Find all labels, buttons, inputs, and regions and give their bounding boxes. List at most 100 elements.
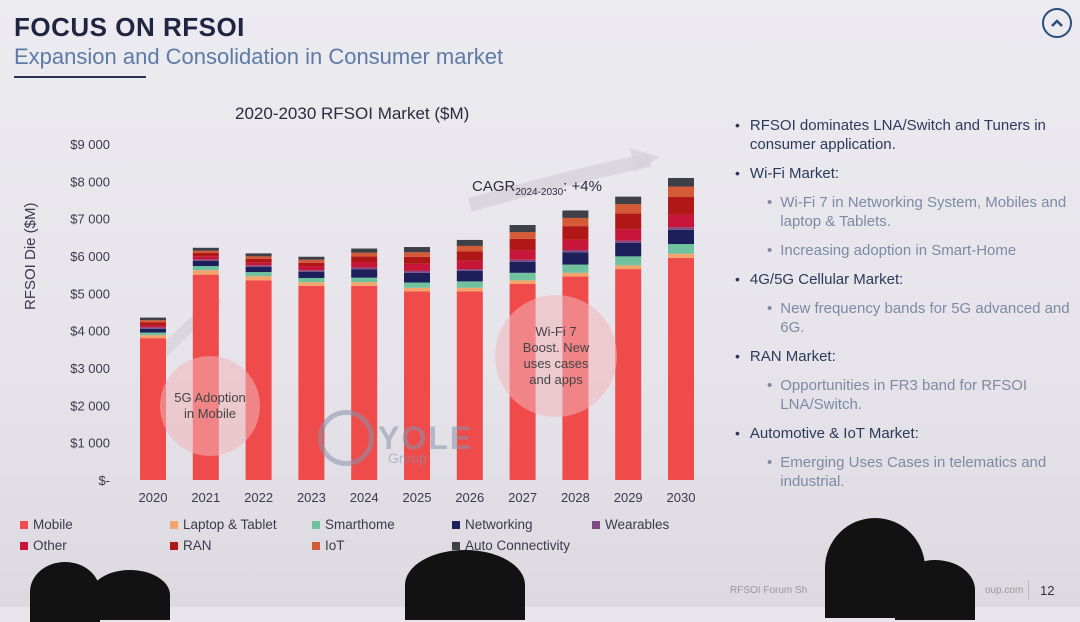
bar-segment-wearables bbox=[298, 270, 325, 272]
legend-swatch bbox=[170, 541, 178, 550]
bar-segment-laptop-tablet bbox=[404, 287, 430, 292]
sub-bullet-text: Opportunities in FR3 band for RFSOI LNA/… bbox=[780, 377, 1028, 413]
stacked-bar-chart: $- $1 000 $2 000 $3 000 $4 000 $5 000 $6 000 $7… bbox=[70, 137, 696, 505]
y-tick-label: $5 000 bbox=[70, 286, 110, 301]
bar-segment-wearables bbox=[404, 270, 430, 273]
y-tick-label: $2 000 bbox=[70, 398, 110, 413]
bar-segment-iot bbox=[668, 186, 694, 198]
bar-segment-auto-connectivity bbox=[509, 225, 536, 233]
y-tick-label: $8 000 bbox=[70, 174, 110, 189]
bullet-item: • Wi-Fi Market: bbox=[735, 164, 1070, 183]
bar-segment-laptop-tablet bbox=[245, 276, 272, 281]
footer-text: RFSOI Forum Sh bbox=[730, 585, 808, 596]
legend-label: Other bbox=[33, 538, 67, 553]
bar-segment-networking bbox=[351, 269, 378, 278]
bar-segment-ran bbox=[509, 238, 536, 251]
bar-segment-networking bbox=[562, 252, 589, 265]
bar-segment-mobile bbox=[668, 257, 694, 480]
bar-segment-wearables bbox=[562, 250, 589, 253]
bullet-text: 4G/5G Cellular Market: bbox=[749, 271, 904, 288]
y-tick-label: $4 000 bbox=[70, 324, 110, 339]
bar-segment-auto-connectivity bbox=[615, 196, 642, 205]
bar-segment-smarthome bbox=[456, 281, 483, 288]
legend-item: Smarthome bbox=[312, 517, 452, 532]
bar-segment-auto-connectivity bbox=[456, 239, 483, 246]
legend-item: IoT bbox=[312, 538, 452, 553]
bar-segment-smarthome bbox=[298, 278, 325, 283]
sub-bullet-item: • Opportunities in FR3 band for RFSOI LNA… bbox=[767, 376, 1070, 414]
bullet-item: • Automotive & IoT Market: bbox=[735, 424, 1070, 443]
bar-segment-ran bbox=[192, 253, 219, 257]
slide-subtitle: Expansion and Consolidation in Consumer … bbox=[14, 44, 504, 69]
sub-bullet-text: Emerging Uses Cases in telematics and in… bbox=[780, 454, 1047, 490]
bullet-list: • RFSOI dominates LNA/Switch and Tuners i… bbox=[735, 116, 1070, 501]
legend-item: RAN bbox=[170, 538, 312, 553]
legend-label: Auto Connectivity bbox=[465, 538, 571, 553]
chart-title: 2020-2030 RFSOI Market ($M) bbox=[235, 104, 470, 123]
y-tick-label: $3 000 bbox=[70, 361, 110, 376]
legend-item: Auto Connectivity bbox=[452, 538, 592, 553]
bar-segment-other bbox=[615, 229, 642, 241]
bar-segment-auto-connectivity bbox=[245, 253, 272, 257]
legend-swatch bbox=[20, 520, 28, 529]
5g-adoption-text: 5G Adoption in Mobile bbox=[174, 390, 246, 421]
bar-segment-auto-connectivity bbox=[562, 210, 589, 218]
bar-segment-networking bbox=[245, 266, 272, 273]
bar-segment-networking bbox=[404, 272, 430, 283]
bar-segment-wearables bbox=[351, 267, 378, 270]
bullet-item: • RFSOI dominates LNA/Switch and Tuners i… bbox=[735, 116, 1070, 154]
x-tick-label: 2025 bbox=[403, 490, 432, 505]
bar-segment-auto-connectivity bbox=[668, 177, 694, 187]
sub-bullet-text: Wi-Fi 7 in Networking System, Mobiles an… bbox=[780, 194, 1067, 230]
bar-segment-networking bbox=[298, 271, 325, 279]
5g-adoption-bubble: 5G Adoption in Mobile bbox=[160, 356, 260, 456]
bar-segment-networking bbox=[615, 242, 642, 257]
bar-segment-iot bbox=[192, 250, 219, 254]
y-tick-label: $6 000 bbox=[70, 249, 110, 264]
chevron-up-icon[interactable] bbox=[1042, 8, 1072, 38]
legend-label: Wearables bbox=[605, 517, 670, 532]
bar-segment-other bbox=[668, 214, 694, 228]
bar-segment-auto-connectivity bbox=[192, 247, 219, 251]
bullet-dot-icon: • bbox=[735, 117, 740, 133]
audience-head-silhouette bbox=[895, 560, 975, 620]
y-tick-label: $7 000 bbox=[70, 212, 110, 227]
x-tick-label: 2028 bbox=[561, 490, 590, 505]
bar-segment-smarthome bbox=[562, 264, 589, 273]
bar-segment-wearables bbox=[245, 265, 272, 267]
bar-segment-laptop-tablet bbox=[615, 265, 642, 270]
bar-segment-networking bbox=[456, 270, 483, 282]
bullet-item: • RAN Market: bbox=[735, 347, 1070, 366]
bullet-item: • 4G/5G Cellular Market: bbox=[735, 270, 1070, 289]
bar-segment-smarthome bbox=[668, 244, 694, 254]
bar-segment-other bbox=[298, 266, 325, 271]
sub-bullet-item: • New frequency bands for 5G advanced and… bbox=[767, 299, 1070, 337]
cagr-arrowhead bbox=[630, 148, 660, 172]
bar-segment-networking bbox=[668, 229, 694, 245]
bar-segment-smarthome bbox=[140, 332, 166, 336]
bar-segment-other bbox=[140, 325, 166, 328]
sub-bullet-dot-icon: • bbox=[767, 377, 773, 394]
bullet-dot-icon: • bbox=[735, 348, 740, 364]
x-ticks-group: 2020 2021 2022 2023 2024 2025 2026 2027 2028 2029… bbox=[139, 490, 696, 505]
y-tick-label: $1 000 bbox=[70, 436, 110, 451]
x-tick-label: 2029 bbox=[614, 490, 643, 505]
wifi7-text: Wi-Fi 7 Boost. New uses cases and apps bbox=[522, 324, 590, 387]
bar-segment-wearables bbox=[140, 327, 166, 329]
x-tick-label: 2030 bbox=[667, 490, 696, 505]
bar-segment-iot bbox=[562, 217, 589, 227]
yole-logo-ring bbox=[318, 410, 374, 466]
yole-logo-text: YOLE bbox=[378, 419, 474, 456]
bar-segment-mobile bbox=[404, 291, 430, 480]
bar-segment-iot bbox=[351, 252, 378, 257]
bar-segment-smarthome bbox=[351, 277, 378, 283]
footer-separator bbox=[1028, 580, 1029, 600]
bar-segment-other bbox=[509, 250, 536, 260]
legend-label: RAN bbox=[183, 538, 212, 553]
legend-label: IoT bbox=[325, 538, 345, 553]
x-tick-label: 2021 bbox=[191, 490, 220, 505]
bar-segment-ran bbox=[245, 258, 272, 263]
bar-segment-ran bbox=[404, 256, 430, 264]
legend-swatch bbox=[592, 520, 600, 529]
bar-segment-iot bbox=[509, 232, 536, 239]
